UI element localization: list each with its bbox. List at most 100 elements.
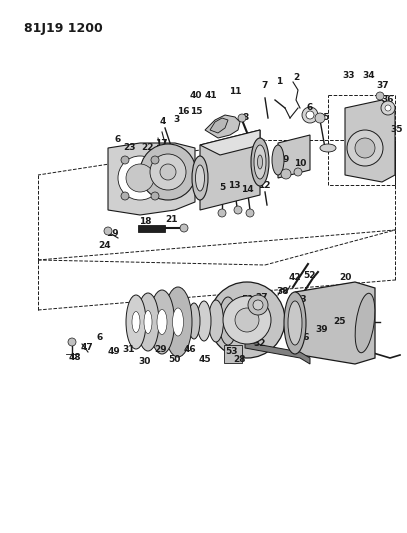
Circle shape [126, 164, 154, 192]
Text: 31: 31 [123, 345, 135, 354]
Text: 18: 18 [139, 217, 151, 227]
Text: 11: 11 [229, 87, 241, 96]
Text: 1: 1 [276, 77, 282, 86]
Text: 6: 6 [307, 102, 313, 111]
Circle shape [376, 92, 384, 100]
Ellipse shape [219, 297, 237, 345]
Text: 39: 39 [316, 326, 328, 335]
Circle shape [235, 308, 259, 332]
Text: 25: 25 [334, 318, 346, 327]
Text: 26: 26 [298, 334, 310, 343]
Text: 27: 27 [256, 294, 268, 303]
Circle shape [218, 209, 226, 217]
Circle shape [248, 295, 268, 315]
Text: 46: 46 [184, 345, 196, 354]
Polygon shape [245, 342, 310, 364]
Ellipse shape [157, 310, 167, 335]
Text: 10: 10 [294, 158, 306, 167]
Text: 50: 50 [168, 356, 180, 365]
Circle shape [355, 138, 375, 158]
Circle shape [121, 192, 129, 200]
Circle shape [315, 113, 325, 123]
Text: 8: 8 [243, 114, 249, 123]
Text: 6: 6 [115, 135, 121, 144]
Circle shape [68, 338, 76, 346]
Text: 12: 12 [258, 182, 270, 190]
Text: 51: 51 [242, 295, 254, 304]
Ellipse shape [144, 311, 152, 334]
Ellipse shape [272, 145, 284, 175]
Circle shape [234, 206, 242, 214]
Text: 2: 2 [293, 74, 299, 83]
Text: 25: 25 [317, 114, 329, 123]
Text: 40: 40 [190, 91, 202, 100]
Text: 29: 29 [155, 345, 167, 354]
Text: 37: 37 [377, 82, 389, 91]
Text: 4: 4 [160, 117, 166, 126]
Ellipse shape [288, 301, 302, 345]
Text: 3: 3 [174, 116, 180, 125]
Text: 9: 9 [283, 156, 289, 165]
Text: 6: 6 [97, 333, 103, 342]
Text: 49: 49 [107, 346, 120, 356]
Ellipse shape [258, 155, 263, 169]
Text: 23: 23 [124, 143, 136, 152]
Circle shape [306, 111, 314, 119]
Text: 48: 48 [69, 353, 81, 362]
Text: 28: 28 [234, 356, 246, 365]
Text: 36: 36 [382, 95, 394, 104]
Ellipse shape [149, 290, 175, 354]
Polygon shape [295, 282, 375, 364]
Text: 81J19 1200: 81J19 1200 [24, 22, 103, 35]
Circle shape [294, 168, 302, 176]
Circle shape [302, 107, 318, 123]
Text: 34: 34 [363, 70, 375, 79]
Ellipse shape [132, 311, 140, 333]
Circle shape [281, 169, 291, 179]
Circle shape [150, 154, 186, 190]
Ellipse shape [173, 308, 184, 336]
Ellipse shape [251, 138, 269, 186]
Circle shape [347, 130, 383, 166]
Text: 22: 22 [141, 143, 153, 152]
Text: 43: 43 [295, 295, 307, 304]
Text: 35: 35 [391, 125, 403, 134]
Polygon shape [345, 100, 395, 182]
Text: 42: 42 [289, 273, 301, 282]
Circle shape [385, 105, 391, 111]
Polygon shape [278, 135, 310, 178]
Circle shape [160, 164, 176, 180]
Circle shape [104, 227, 112, 235]
Ellipse shape [320, 144, 336, 152]
Text: 52: 52 [304, 271, 316, 279]
Text: 13: 13 [228, 182, 240, 190]
Text: 21: 21 [166, 214, 178, 223]
Text: 30: 30 [139, 357, 151, 366]
Ellipse shape [164, 287, 192, 357]
Text: 24: 24 [98, 241, 111, 251]
Text: 17: 17 [155, 139, 167, 148]
Polygon shape [108, 143, 195, 215]
Ellipse shape [137, 293, 159, 351]
Text: 53: 53 [225, 346, 237, 356]
Text: 15: 15 [190, 107, 202, 116]
Polygon shape [210, 118, 228, 133]
Circle shape [151, 156, 159, 164]
Circle shape [151, 192, 159, 200]
Text: 32: 32 [254, 340, 266, 349]
Circle shape [253, 300, 263, 310]
Text: 38: 38 [277, 287, 289, 296]
Text: 16: 16 [177, 108, 189, 117]
Polygon shape [200, 130, 260, 210]
Ellipse shape [195, 165, 204, 191]
Text: 7: 7 [262, 80, 268, 90]
Polygon shape [138, 225, 165, 232]
Bar [224, 345, 242, 363]
Circle shape [121, 156, 129, 164]
Ellipse shape [208, 300, 223, 342]
Ellipse shape [192, 156, 208, 200]
Text: 5: 5 [219, 183, 225, 192]
Ellipse shape [254, 145, 266, 179]
Circle shape [381, 101, 395, 115]
Circle shape [246, 209, 254, 217]
